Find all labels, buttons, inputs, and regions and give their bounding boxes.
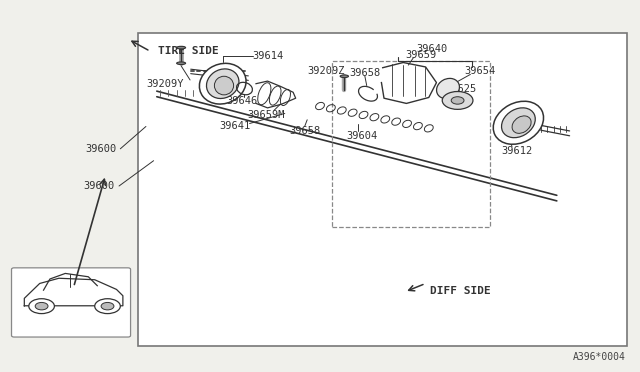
Ellipse shape xyxy=(177,62,186,65)
Text: 39625: 39625 xyxy=(445,84,476,93)
Ellipse shape xyxy=(177,46,186,49)
Bar xyxy=(332,61,490,227)
Text: 39604: 39604 xyxy=(346,131,377,141)
Ellipse shape xyxy=(436,78,460,99)
Text: 39600: 39600 xyxy=(84,181,115,191)
Ellipse shape xyxy=(340,75,349,78)
Text: 39658: 39658 xyxy=(289,126,320,136)
Circle shape xyxy=(442,92,473,109)
Circle shape xyxy=(451,97,464,104)
Ellipse shape xyxy=(207,69,239,99)
Text: TIRE SIDE: TIRE SIDE xyxy=(158,46,219,56)
Text: 39659: 39659 xyxy=(406,50,436,60)
Circle shape xyxy=(95,299,120,314)
Circle shape xyxy=(29,299,54,314)
Bar xyxy=(138,33,627,346)
Text: 39646: 39646 xyxy=(227,96,257,106)
Text: 39612: 39612 xyxy=(502,147,532,156)
Text: 39640: 39640 xyxy=(417,44,447,54)
FancyBboxPatch shape xyxy=(12,268,131,337)
Text: 39641: 39641 xyxy=(220,122,250,131)
Ellipse shape xyxy=(512,116,531,133)
Text: 39600: 39600 xyxy=(86,144,116,154)
Text: 39209Z: 39209Z xyxy=(308,66,345,76)
Text: A396*0004: A396*0004 xyxy=(573,352,626,362)
Text: 39654: 39654 xyxy=(465,67,495,76)
Text: 39658: 39658 xyxy=(349,68,380,78)
Text: 39614: 39614 xyxy=(252,51,283,61)
Text: DIFF SIDE: DIFF SIDE xyxy=(430,286,491,296)
Ellipse shape xyxy=(493,101,543,144)
Ellipse shape xyxy=(200,63,246,104)
Text: 39209Y: 39209Y xyxy=(147,80,184,89)
Circle shape xyxy=(101,302,114,310)
Ellipse shape xyxy=(502,108,535,138)
Circle shape xyxy=(35,302,48,310)
Text: 39659M: 39659M xyxy=(247,110,284,119)
Ellipse shape xyxy=(214,76,234,95)
